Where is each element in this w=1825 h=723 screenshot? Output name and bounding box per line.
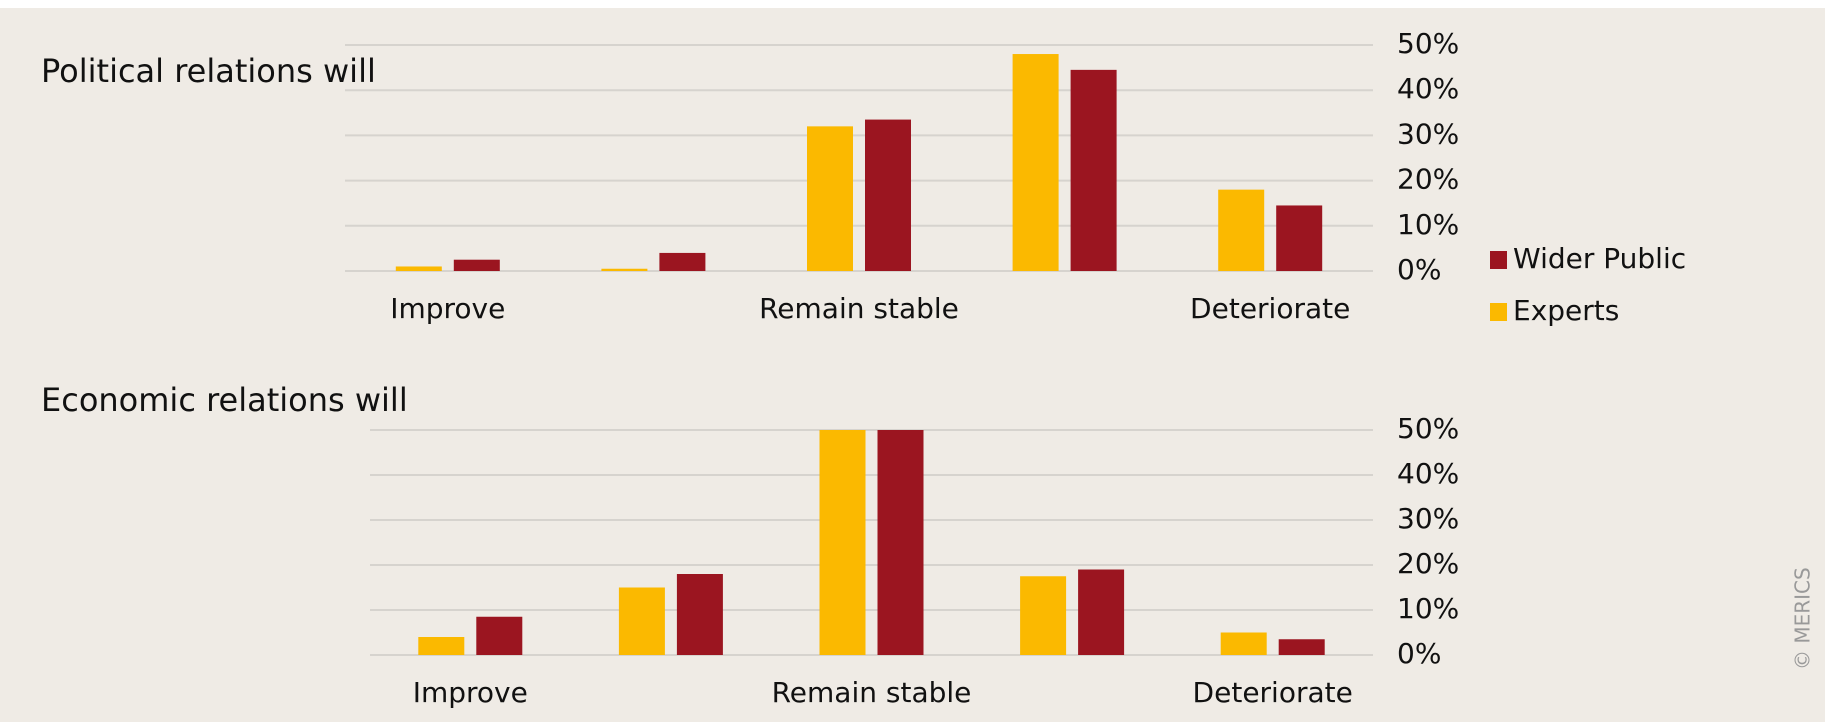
- bar: [1070, 69, 1117, 271]
- bar: [476, 616, 523, 655]
- x-tick-label: Improve: [390, 292, 505, 325]
- bar: [395, 266, 442, 271]
- bar: [659, 252, 706, 271]
- y-tick-label: 40%: [1397, 457, 1459, 490]
- y-tick-label: 20%: [1397, 547, 1459, 580]
- bar: [618, 587, 665, 655]
- y-tick-label: 0%: [1397, 637, 1441, 670]
- y-tick-label: 30%: [1397, 502, 1459, 535]
- bar: [865, 119, 911, 271]
- bar: [877, 430, 924, 655]
- bar: [1218, 189, 1265, 271]
- legend-label: Experts: [1513, 294, 1619, 327]
- chart-title: Economic relations will: [41, 381, 408, 419]
- x-tick-label: Improve: [413, 676, 528, 709]
- bar: [1220, 632, 1267, 655]
- legend-label: Wider Public: [1513, 242, 1686, 275]
- bar: [1020, 576, 1067, 655]
- bar: [1078, 569, 1125, 655]
- y-tick-label: 20%: [1397, 163, 1459, 196]
- bar: [418, 637, 465, 655]
- y-tick-label: 30%: [1397, 117, 1459, 150]
- credit: © MERICS: [1791, 567, 1815, 670]
- y-tick-label: 0%: [1397, 253, 1441, 286]
- x-tick-label: Deteriorate: [1193, 676, 1353, 709]
- bar: [676, 574, 723, 655]
- legend-swatch: [1490, 303, 1507, 321]
- bar: [1278, 639, 1325, 655]
- x-tick-label: Remain stable: [759, 292, 959, 325]
- bar: [807, 126, 853, 271]
- bar: [601, 268, 648, 271]
- bar: [1012, 54, 1059, 271]
- y-tick-label: 50%: [1397, 27, 1459, 60]
- y-tick-label: 40%: [1397, 72, 1459, 105]
- x-tick-label: Remain stable: [772, 676, 972, 709]
- y-tick-label: 10%: [1397, 592, 1459, 625]
- bar: [453, 259, 500, 271]
- y-tick-label: 10%: [1397, 208, 1459, 241]
- bar: [1276, 205, 1323, 271]
- y-tick-label: 50%: [1397, 412, 1459, 445]
- x-tick-label: Deteriorate: [1190, 292, 1350, 325]
- legend-swatch: [1490, 251, 1507, 269]
- bar: [819, 430, 866, 655]
- chart-title: Political relations will: [41, 52, 376, 90]
